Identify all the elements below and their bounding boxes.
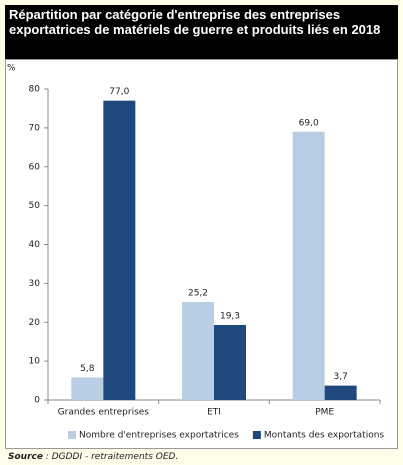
y-tick-label: 60 [29,162,41,172]
value-label: 77,0 [109,87,129,97]
value-label: 25,2 [188,289,208,299]
y-tick-label: 10 [29,357,41,367]
y-tick-label: 30 [29,279,41,289]
source: Source : DGDDI - retraitements OED. [8,452,178,462]
value-label: 19,3 [220,311,240,321]
y-tick-label: 0 [34,396,40,406]
y-axis-label: % [7,64,16,74]
x-tick-label: PME [315,408,334,418]
value-label: 5,8 [80,364,95,374]
source-label: Source [8,452,43,462]
value-label: 3,7 [334,372,348,382]
bar [182,302,214,400]
bar [71,377,104,400]
y-tick-label: 20 [29,318,41,328]
y-tick-label: 80 [29,85,41,95]
x-tick-label: ETI [207,408,221,418]
x-tick-label: Grandes entreprises [58,408,150,418]
source-text: : DGDDI - retraitements OED. [45,452,179,462]
legend-swatch [252,431,261,439]
y-tick-label: 50 [29,201,41,211]
chart: % 0 10 20 30 40 50 60 70 80 Grandes entreprises 5,… [7,64,385,441]
legend-label: Nombre d'entreprises exportatrices [79,431,239,441]
y-tick-label: 70 [29,123,41,133]
value-label: 69,0 [299,118,319,128]
bar [103,100,136,400]
bar [292,131,325,400]
bar [324,385,357,400]
legend-label: Montants des exportations [264,431,385,441]
legend-swatch [68,431,76,439]
chart-title: Répartition par catégorie d'entreprise d… [5,5,398,59]
y-tick-label: 40 [29,240,41,250]
bar [214,324,246,400]
